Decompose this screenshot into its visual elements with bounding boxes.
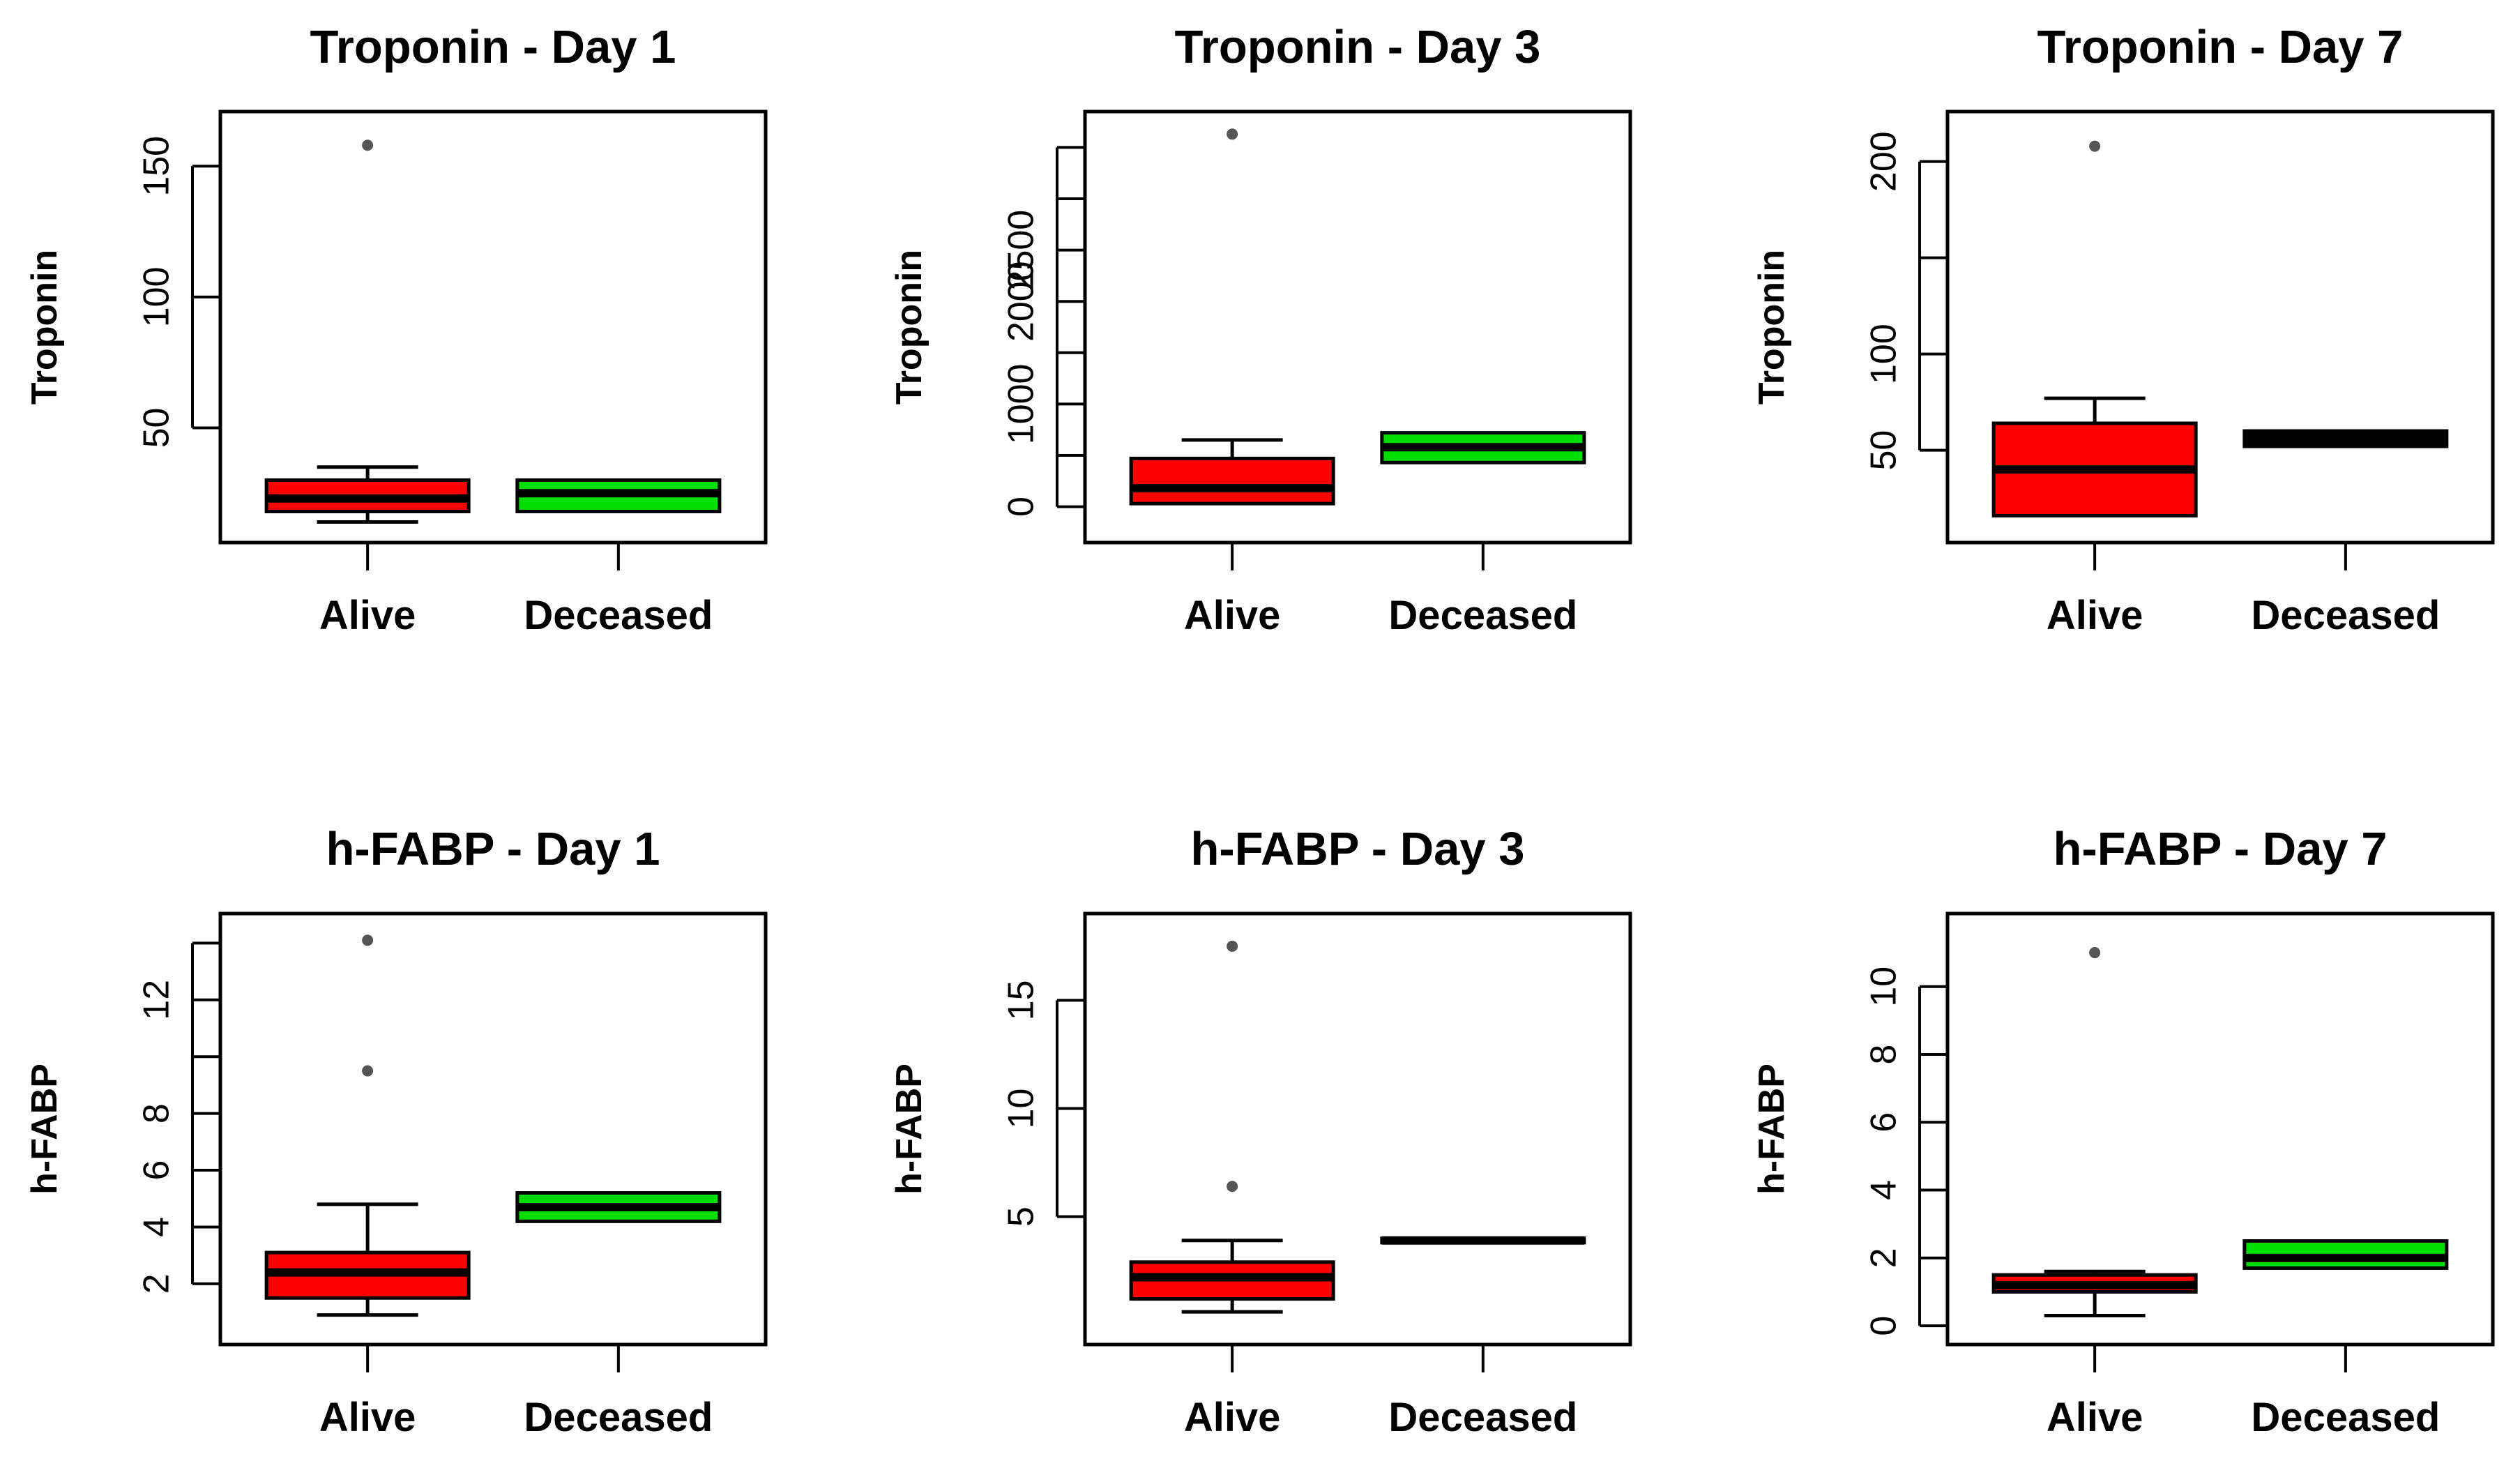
chart-title: Troponin - Day 7 [2037,21,2404,73]
y-tick-label: 10 [1864,967,1904,1007]
outlier-point [1227,1181,1238,1193]
y-tick-label: 0 [1864,1316,1904,1336]
y-tick-label: 2 [1864,1248,1904,1268]
y-tick-label: 12 [137,980,177,1020]
y-tick-label: 8 [1864,1045,1904,1065]
x-tick-label-deceased: Deceased [524,1395,713,1440]
chart-panel-3: Troponin - Day 7 Troponin 50 100 200 Alive Dec… [1752,21,2495,638]
y-tick-label: 4 [1864,1180,1904,1200]
y-axis-label: Troponin [24,250,65,404]
x-tick-label-alive: Alive [319,1395,416,1440]
y-tick-label: 2000 [1001,261,1042,342]
chart-title: Troponin - Day 3 [1175,21,1541,73]
y-tick-label: 50 [1864,430,1904,471]
x-tick-label-alive: Alive [1184,593,1281,638]
y-tick-label: 8 [137,1103,177,1123]
x-tick-label-alive: Alive [1184,1395,1281,1440]
y-tick-label: 6 [137,1160,177,1181]
chart-panel-4: h-FABP - Day 1 h-FABP 2 4 6 8 12 Alive Deceased [24,823,768,1440]
y-tick-label: 2 [137,1273,177,1294]
x-tick-label-deceased: Deceased [1388,1395,1577,1440]
x-tick-label-deceased: Deceased [1388,593,1577,638]
y-axis-label: Troponin [1752,250,1792,404]
plot-frame [1083,109,1632,545]
outlier-point [362,934,374,946]
y-tick-label: 15 [1001,980,1042,1020]
y-tick-label: 4 [137,1217,177,1237]
box-alive [1129,456,1335,506]
plot-frame [1945,109,2495,545]
chart-panel-5: h-FABP - Day 3 h-FABP 5 10 15 Alive Deceased [889,823,1632,1440]
y-axis-label: h-FABP [24,1063,65,1195]
x-tick-label-alive: Alive [319,593,416,638]
x-tick-label-deceased: Deceased [2251,593,2440,638]
x-tick-label-alive: Alive [2047,1395,2143,1440]
outlier-point [1227,940,1238,952]
outlier-point [2089,947,2101,959]
chart-title: h-FABP - Day 3 [1190,823,1524,875]
outlier-point [2089,140,2101,152]
y-axis-label: h-FABP [889,1063,929,1195]
y-tick-label: 50 [137,408,177,448]
chart-panel-6: h-FABP - Day 7 h-FABP 0 2 4 6 8 10 Alive Deceased [1752,823,2495,1440]
y-tick-label: 100 [137,266,177,327]
y-tick-label: 150 [137,136,177,197]
y-tick-label: 100 [1864,324,1904,384]
y-tick-label: 10 [1001,1089,1042,1129]
y-tick-label: 2500 [1001,210,1042,291]
chart-title: h-FABP - Day 1 [326,823,660,875]
chart-panel-1: Troponin - Day 1 Troponin 50 100 150 Alive Dec… [24,21,768,638]
plot-frame [1083,911,1632,1347]
outlier-point [362,1065,374,1077]
x-tick-label-deceased: Deceased [524,593,713,638]
plot-frame [1945,911,2495,1347]
x-tick-label-alive: Alive [2047,593,2143,638]
outlier-point [362,139,374,151]
y-axis-label: h-FABP [1752,1063,1792,1195]
y-axis-label: Troponin [889,250,929,404]
chart-title: h-FABP - Day 7 [2053,823,2387,875]
y-tick-label: 200 [1864,131,1904,192]
x-tick-label-deceased: Deceased [2251,1395,2440,1440]
y-tick-label: 5 [1001,1206,1042,1227]
y-tick-label: 6 [1864,1112,1904,1133]
plot-frame [218,109,768,545]
y-tick-label: 1000 [1001,364,1042,445]
plot-frame [218,911,768,1347]
outlier-point [1227,128,1238,140]
chart-title: Troponin - Day 1 [310,21,676,73]
y-tick-label: 0 [1001,497,1042,517]
